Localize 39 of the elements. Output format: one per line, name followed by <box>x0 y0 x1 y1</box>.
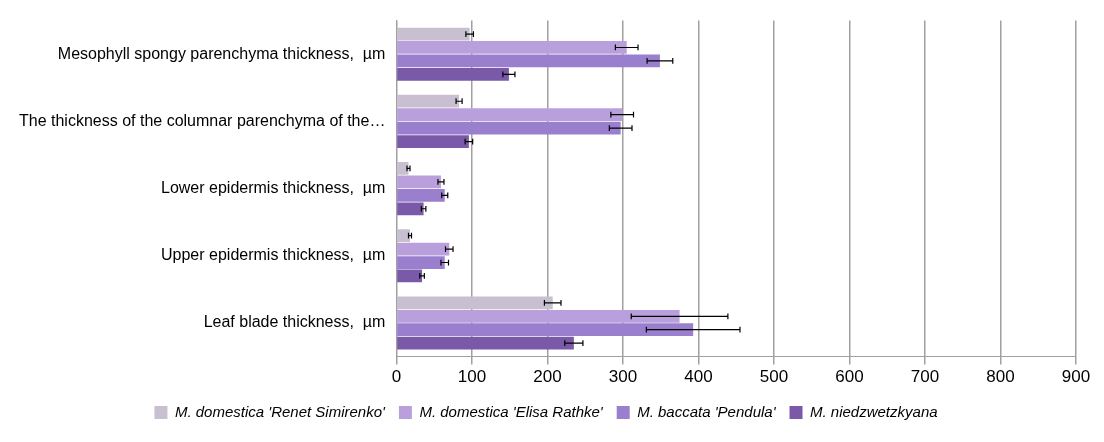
bar <box>397 108 623 122</box>
x-tick-label: 900 <box>1061 367 1091 387</box>
bar <box>397 27 470 41</box>
y-tick-label: The thickness of the columnar parenchyma of the… <box>19 111 386 129</box>
legend-label: M. domestica 'Elisa Rathke' <box>419 402 604 420</box>
bar <box>397 229 410 243</box>
bar <box>397 121 621 135</box>
bar <box>397 256 445 269</box>
y-tick-label: Mesophyll spongy parenchyma thickness, µm <box>57 44 386 62</box>
x-tick-label: 0 <box>391 367 402 387</box>
bar <box>397 41 627 54</box>
bar <box>397 309 680 323</box>
y-tick-label: Upper epidermis thickness, µm <box>161 246 386 264</box>
bar <box>397 175 441 189</box>
x-tick-label: 800 <box>986 367 1015 387</box>
bar <box>397 269 423 283</box>
x-tick-label: 100 <box>457 367 487 387</box>
x-tick-label: 600 <box>835 367 864 387</box>
y-tick-label: Leaf blade thickness, µm <box>203 313 386 331</box>
bar <box>397 323 694 337</box>
bar <box>397 94 460 108</box>
bar <box>397 54 660 68</box>
bar <box>397 67 509 81</box>
bar <box>397 135 469 148</box>
legend-label: M. niedzwetzkyana <box>810 402 938 420</box>
x-tick-label: 700 <box>910 367 940 387</box>
bar <box>397 188 445 202</box>
y-tick-label: Lower epidermis thickness, µm <box>161 179 386 197</box>
x-tick-label: 200 <box>533 367 562 387</box>
bar <box>397 296 553 310</box>
legend-label: M. baccata 'Pendula' <box>637 402 777 420</box>
bar <box>397 202 424 216</box>
bar <box>397 162 409 175</box>
x-tick-label: 300 <box>608 367 638 387</box>
legend-label: M. domestica 'Renet Simirenko' <box>174 402 387 420</box>
bar <box>397 242 450 256</box>
bar <box>397 336 574 350</box>
x-tick-label: 400 <box>684 367 713 387</box>
x-tick-label: 500 <box>759 367 789 387</box>
